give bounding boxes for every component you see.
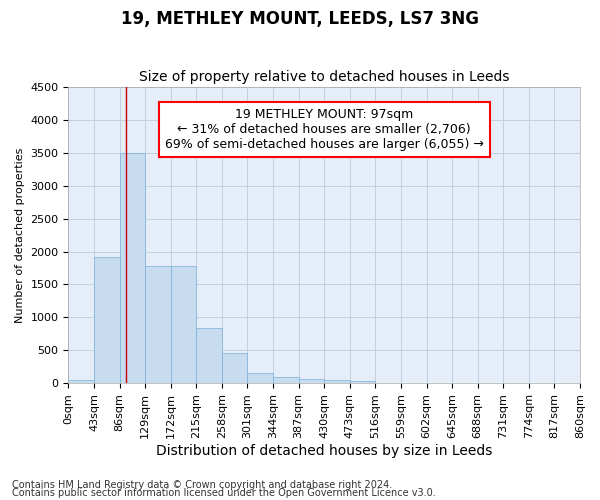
Bar <box>119 153 145 383</box>
Title: Size of property relative to detached houses in Leeds: Size of property relative to detached ho… <box>139 70 509 85</box>
Bar <box>350 380 376 383</box>
Bar <box>68 380 94 383</box>
Text: Contains HM Land Registry data © Crown copyright and database right 2024.: Contains HM Land Registry data © Crown c… <box>12 480 392 490</box>
Y-axis label: Number of detached properties: Number of detached properties <box>15 148 25 323</box>
Text: Contains public sector information licensed under the Open Government Licence v3: Contains public sector information licen… <box>12 488 436 498</box>
Bar <box>145 266 171 383</box>
Bar <box>324 380 350 383</box>
Bar <box>222 353 247 383</box>
X-axis label: Distribution of detached houses by size in Leeds: Distribution of detached houses by size … <box>156 444 493 458</box>
Text: 19, METHLEY MOUNT, LEEDS, LS7 3NG: 19, METHLEY MOUNT, LEEDS, LS7 3NG <box>121 10 479 28</box>
Bar <box>299 378 324 383</box>
Bar <box>94 257 119 383</box>
Bar <box>247 373 273 383</box>
Bar <box>196 328 222 383</box>
Text: 19 METHLEY MOUNT: 97sqm
← 31% of detached houses are smaller (2,706)
69% of semi: 19 METHLEY MOUNT: 97sqm ← 31% of detache… <box>165 108 484 151</box>
Bar <box>273 376 299 383</box>
Bar <box>171 266 196 383</box>
